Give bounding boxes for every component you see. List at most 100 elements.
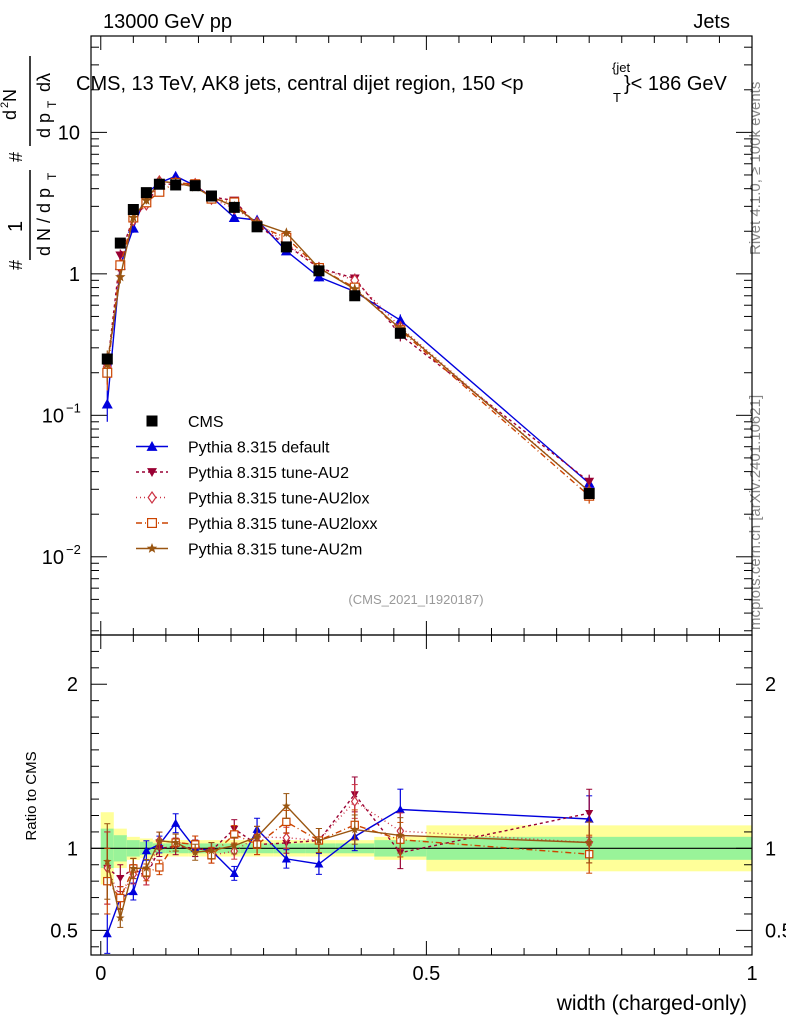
data-point-cms bbox=[114, 237, 126, 249]
series-line-main bbox=[106, 175, 590, 484]
series-point-ratio bbox=[142, 863, 151, 872]
x-axis-label: width (charged-only) bbox=[556, 992, 747, 1015]
analysis-tag: (CMS_2021_I1920187) bbox=[348, 592, 483, 607]
y-tick-label-main: 10 bbox=[42, 547, 64, 569]
series-line-main bbox=[106, 180, 590, 492]
chart-title: CMS, 13 TeV, AK8 jets, central dijet reg… bbox=[76, 60, 728, 105]
legend-label: CMS bbox=[188, 414, 224, 431]
series-point-ratio bbox=[282, 801, 291, 810]
svg-text:2: 2 bbox=[0, 102, 11, 108]
series-point-ratio bbox=[252, 832, 262, 841]
rivet-version-label: Rivet 4.1.0, ≥ 100k events bbox=[747, 82, 764, 255]
series-point-main bbox=[101, 398, 113, 409]
svg-text:d: d bbox=[0, 110, 20, 120]
series-point-ratio bbox=[230, 841, 239, 850]
series-point-ratio bbox=[190, 847, 200, 856]
y-tick-label-ratio: 1 bbox=[67, 838, 78, 860]
ratio-panel-frame bbox=[90, 634, 753, 956]
series-point-ratio bbox=[171, 818, 181, 827]
series-point-ratio bbox=[282, 832, 291, 844]
chart-title-tail: }< 186 GeV bbox=[624, 73, 728, 95]
series-point-ratio bbox=[102, 929, 112, 938]
svg-text:#: # bbox=[6, 260, 26, 270]
series-point-ratio bbox=[396, 830, 405, 839]
y-tick-label-ratio-right: 0.5 bbox=[765, 920, 786, 942]
series-point-main bbox=[128, 212, 139, 222]
y-axis-label-main: # 1 d N / d p T # d 2 N d p T dλ bbox=[0, 56, 59, 270]
legend-marker bbox=[146, 543, 158, 553]
series-point-ratio bbox=[128, 887, 138, 896]
data-point-cms bbox=[153, 178, 165, 190]
legend-label: Pythia 8.315 default bbox=[188, 440, 330, 457]
series-point-main bbox=[281, 227, 292, 238]
series-point-ratio bbox=[585, 810, 594, 818]
y-axis-label-ratio: Ratio to CMS bbox=[23, 751, 40, 840]
series-point-main bbox=[141, 195, 152, 205]
series-point-main bbox=[313, 271, 325, 282]
series-line-main bbox=[106, 180, 590, 492]
series-point-ratio bbox=[155, 836, 164, 845]
series-point-ratio bbox=[116, 875, 125, 883]
series-point-ratio bbox=[282, 817, 291, 827]
x-tick-label: 0 bbox=[95, 963, 106, 985]
legend-label: Pythia 8.315 tune-AU2loxx bbox=[188, 516, 377, 533]
data-point-cms bbox=[140, 187, 152, 199]
data-point-cms bbox=[101, 353, 113, 365]
chart-title-main: CMS, 13 TeV, AK8 jets, central dijet reg… bbox=[76, 73, 524, 95]
series-point-ratio bbox=[314, 836, 324, 845]
series-point-ratio bbox=[395, 804, 405, 814]
series-point-ratio bbox=[103, 857, 112, 866]
y-tick-label-exponent: −1 bbox=[66, 400, 81, 415]
data-point-cms bbox=[394, 327, 406, 339]
y-tick-label-main: 10 bbox=[42, 405, 64, 427]
series-point-main bbox=[584, 477, 595, 487]
data-point-cms bbox=[280, 241, 292, 253]
series-point-main bbox=[394, 314, 406, 325]
series-point-ratio bbox=[129, 864, 138, 873]
series-point-ratio bbox=[281, 854, 291, 863]
series-line-main bbox=[106, 183, 590, 483]
y-tick-label-ratio: 0.5 bbox=[50, 920, 78, 942]
series-point-ratio bbox=[116, 913, 125, 922]
series-point-ratio bbox=[171, 838, 180, 847]
y-tick-label-exponent: −2 bbox=[66, 542, 81, 557]
data-point-cms bbox=[583, 488, 595, 500]
chart-title-subscript: T bbox=[613, 90, 621, 105]
x-tick-label: 0.5 bbox=[412, 963, 440, 985]
legend-marker bbox=[147, 490, 157, 505]
series-point-main bbox=[228, 212, 240, 222]
series-point-ratio bbox=[155, 863, 164, 872]
y-tick-label-main: 10 bbox=[58, 122, 80, 144]
data-point-cms bbox=[349, 290, 361, 302]
legend-marker bbox=[147, 468, 157, 477]
plot-frames bbox=[90, 35, 753, 956]
data-point-cms bbox=[228, 201, 240, 213]
y-tick-label-ratio-right: 2 bbox=[765, 674, 776, 696]
legend-label: Pythia 8.315 tune-AU2 bbox=[188, 465, 349, 482]
data-point-cms bbox=[170, 179, 182, 191]
series-point-ratio bbox=[116, 893, 125, 903]
svg-text:T: T bbox=[45, 172, 59, 180]
legend-label: Pythia 8.315 tune-AU2m bbox=[188, 542, 362, 559]
series-point-main bbox=[115, 271, 126, 282]
series-point-ratio bbox=[141, 846, 151, 855]
series-line-ratio bbox=[106, 800, 590, 900]
legend-marker bbox=[147, 517, 158, 528]
header-jets-label: Jets bbox=[693, 11, 730, 33]
legend-marker bbox=[146, 441, 158, 451]
series-point-main bbox=[115, 260, 126, 271]
series-point-ratio bbox=[207, 846, 216, 855]
svg-text:d p: d p bbox=[34, 113, 54, 138]
svg-text:dλ: dλ bbox=[34, 73, 54, 92]
data-point-cms bbox=[127, 203, 139, 215]
y-tick-label-ratio: 2 bbox=[67, 674, 78, 696]
series-point-ratio bbox=[350, 795, 359, 807]
y-tick-label-ratio-right: 1 bbox=[765, 838, 776, 860]
legend-label: Pythia 8.315 tune-AU2lox bbox=[188, 491, 369, 508]
svg-text:1: 1 bbox=[5, 221, 27, 232]
header-energy-label: 13000 GeV pp bbox=[103, 11, 232, 33]
chart-title-superscript: {jet bbox=[612, 60, 630, 75]
